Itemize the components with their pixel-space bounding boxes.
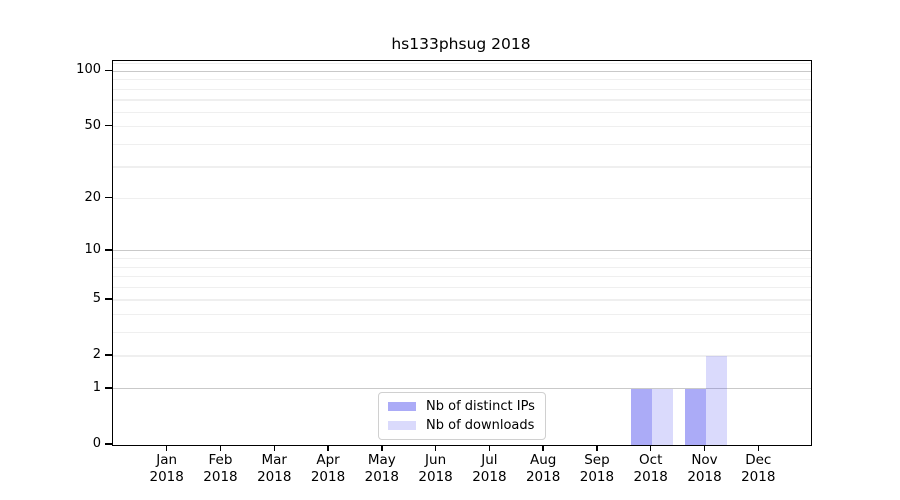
x-tick-year: 2018: [525, 469, 561, 485]
x-tick-mark: [219, 445, 222, 451]
major-gridline: [113, 70, 811, 72]
minor-gridline: [113, 332, 811, 334]
x-tick-mark: [166, 445, 168, 451]
x-tick-year: 2018: [257, 469, 292, 485]
x-tick-label: Sep 2018: [565, 452, 629, 486]
x-tick-mark: [434, 445, 437, 451]
x-tick-month: Sep: [584, 452, 610, 468]
y-tick-mark: [105, 249, 112, 251]
x-tick-year: 2018: [364, 469, 399, 485]
bar-downloads: [651, 388, 673, 445]
y-tick-mark: [105, 354, 112, 356]
bar-distinct-ips: [630, 388, 652, 445]
minor-gridline: [113, 79, 811, 81]
x-tick-year: 2018: [579, 469, 615, 485]
minor-gridline: [113, 286, 811, 289]
legend-swatch-distinct-ips: [388, 402, 416, 411]
x-tick-label: Jul 2018: [457, 452, 521, 486]
major-gridline: [113, 250, 811, 252]
y-tick-mark: [105, 298, 112, 300]
x-tick-year: 2018: [310, 469, 346, 485]
y-tick-label: 20: [84, 189, 101, 205]
x-tick-label: Mar 2018: [242, 452, 306, 486]
y-tick-mark: [105, 196, 112, 199]
x-tick-year: 2018: [472, 469, 507, 485]
x-tick-month: Feb: [208, 452, 233, 468]
legend-swatch-downloads: [388, 421, 416, 430]
x-tick-year: 2018: [741, 469, 776, 485]
y-tick-mark: [105, 387, 112, 389]
y-tick-label: 10: [84, 241, 101, 257]
bar-downloads: [705, 356, 727, 445]
x-tick-month: May: [367, 452, 396, 468]
legend-label: Nb of downloads: [426, 418, 535, 433]
major-gridline: [113, 388, 811, 390]
x-tick-month: Aug: [529, 452, 557, 468]
legend-row: Nb of distinct IPs: [388, 399, 535, 414]
minor-gridline: [113, 276, 811, 278]
x-tick-label: Jan 2018: [135, 452, 199, 486]
y-tick-label: 2: [92, 347, 101, 363]
x-tick-month: Dec: [745, 452, 772, 468]
x-tick-month: Oct: [639, 452, 663, 468]
x-tick-label: Aug 2018: [511, 452, 575, 486]
x-tick-month: Apr: [316, 452, 340, 468]
x-tick-month: Jul: [481, 452, 498, 468]
x-tick-mark: [542, 445, 544, 451]
y-tick-label: 1: [92, 379, 101, 395]
y-tick-label: 5: [92, 290, 101, 306]
x-tick-year: 2018: [633, 469, 668, 485]
x-tick-year: 2018: [149, 469, 184, 485]
x-tick-label: Nov 2018: [673, 452, 737, 486]
x-tick-mark: [273, 445, 275, 451]
x-tick-mark: [703, 445, 706, 451]
minor-gridline: [113, 63, 811, 65]
x-tick-label: May 2018: [350, 452, 414, 486]
minor-gridline: [113, 99, 811, 101]
minor-gridline: [113, 197, 811, 200]
minor-gridline: [113, 355, 811, 357]
y-tick-mark: [105, 443, 112, 445]
minor-gridline: [113, 143, 811, 145]
minor-gridline: [113, 126, 811, 128]
x-tick-year: 2018: [687, 469, 722, 485]
y-tick-mark: [105, 69, 112, 72]
x-tick-year: 2018: [203, 469, 238, 485]
y-tick-label: 0: [92, 436, 101, 451]
x-tick-mark: [381, 445, 383, 451]
x-tick-mark: [488, 445, 491, 451]
minor-gridline: [113, 258, 811, 260]
x-tick-mark: [650, 445, 652, 451]
x-tick-month: Nov: [691, 452, 718, 468]
minor-gridline: [113, 314, 811, 316]
minor-gridline: [113, 266, 811, 268]
bar-distinct-ips: [684, 388, 706, 445]
legend: Nb of distinct IPs Nb of downloads: [378, 392, 546, 440]
x-tick-year: 2018: [418, 469, 453, 485]
x-tick-month: Mar: [261, 452, 287, 468]
minor-gridline: [113, 166, 811, 168]
x-tick-mark: [757, 445, 759, 451]
x-tick-label: Oct 2018: [619, 452, 683, 486]
x-tick-month: Jan: [156, 452, 178, 468]
minor-gridline: [113, 299, 811, 301]
plot-area: [112, 60, 812, 446]
minor-gridline: [113, 88, 811, 90]
y-tick-mark: [105, 125, 112, 127]
chart-title: hs133phsug 2018: [391, 35, 531, 53]
x-tick-month: Jun: [425, 452, 447, 468]
x-tick-mark: [327, 445, 329, 451]
legend-row: Nb of downloads: [388, 418, 535, 433]
legend-label: Nb of distinct IPs: [426, 399, 535, 414]
y-tick-label: 100: [76, 62, 101, 78]
x-tick-label: Apr 2018: [296, 452, 360, 486]
x-tick-mark: [596, 445, 598, 451]
x-tick-label: Jun 2018: [404, 452, 468, 486]
y-tick-label: 50: [84, 117, 101, 133]
x-tick-label: Feb 2018: [188, 452, 252, 486]
x-tick-label: Dec 2018: [726, 452, 790, 486]
minor-gridline: [113, 111, 811, 113]
